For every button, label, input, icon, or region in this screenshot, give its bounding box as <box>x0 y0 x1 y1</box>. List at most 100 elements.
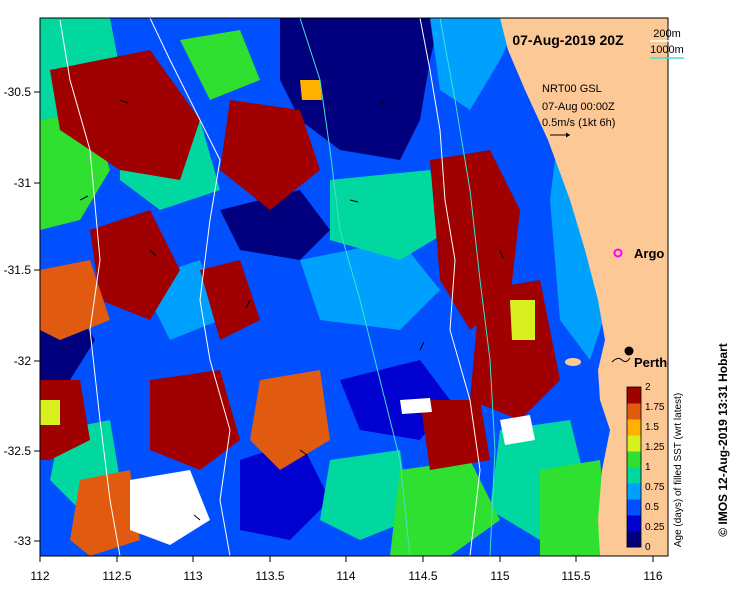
city-dot-icon <box>624 346 634 356</box>
age-patch-0d <box>340 360 450 440</box>
colorbar-tick-label: 2 <box>645 382 651 393</box>
colorbar-tick-label: 0.25 <box>645 522 665 533</box>
y-tick-label: -30.5 <box>4 85 32 99</box>
y-tick-label: -31.5 <box>4 263 32 277</box>
y-tick-label: -31 <box>14 176 32 190</box>
perth-label: Perth <box>634 355 667 370</box>
age-patch-9d <box>430 150 520 330</box>
x-tick-label: 114.5 <box>408 569 437 583</box>
x-tick-label: 112 <box>30 569 49 583</box>
perth-marker: Perth <box>611 346 667 370</box>
age-patch-0 <box>280 18 440 160</box>
age-patch-8 <box>40 260 110 340</box>
colorbar-segment <box>627 515 641 532</box>
colorbar-segment <box>627 451 641 468</box>
argo-float-icon <box>613 248 623 258</box>
imos-credit: © IMOS 12-Aug-2019 13:31 Hobart <box>716 343 730 537</box>
age-patch-9h <box>200 260 260 340</box>
arrow-icon <box>379 99 386 107</box>
age-patch-9f <box>150 370 240 470</box>
island <box>565 358 581 366</box>
x-tick-label: 115.5 <box>561 569 590 583</box>
colorbar-tick-label: 1.25 <box>645 442 665 453</box>
current-scale: 0.5m/s (1kt 6h) <box>542 117 615 129</box>
x-tick-label: 113.5 <box>255 569 284 583</box>
river-outline <box>611 357 631 363</box>
colorbar-segment <box>627 483 641 500</box>
y-axis-labels: -30.5 -31 -31.5 -32 -32.5 -33 <box>4 85 32 548</box>
contour-legend-200m: 200m <box>653 28 681 40</box>
current-vectors <box>79 99 504 521</box>
arrow-icon <box>245 299 251 309</box>
contour-1000m <box>299 18 496 556</box>
nodata-patch-b <box>500 415 535 445</box>
contour-legend-1000m: 1000m <box>650 44 684 56</box>
map-title: 07-Aug-2019 20Z <box>512 32 624 48</box>
arrow-icon <box>299 449 308 456</box>
colorbar-tick-label: 0 <box>645 542 651 553</box>
land-mass <box>500 18 668 556</box>
x-tick-label: 112.5 <box>102 569 131 583</box>
age-patch-1b <box>300 240 440 330</box>
y-tick-label: -32 <box>14 354 32 368</box>
age-patch-8b <box>250 370 330 470</box>
colorbar-segment <box>627 531 641 548</box>
colorbar-segment <box>627 499 641 516</box>
age-patch-0b <box>220 190 330 260</box>
colorbar-segment <box>627 435 641 452</box>
current-time: 07-Aug 00:00Z <box>542 101 615 113</box>
x-tick-label: 116 <box>643 569 662 583</box>
x-tick-label: 114 <box>336 569 355 583</box>
arrow-icon <box>419 341 425 351</box>
colorbar-tick-label: 1.5 <box>645 422 659 433</box>
arrow-icon <box>349 199 359 203</box>
colorbar-title: Age (days) of filled SST (wrt latest) <box>673 393 684 547</box>
age-patch-0e <box>240 440 330 540</box>
age-patch-3d <box>540 460 610 556</box>
contour-legend: 200m 1000m <box>650 28 684 59</box>
nodata-patch <box>130 470 210 545</box>
colorbar-frame <box>626 386 642 548</box>
colorbar-tick-label: 0.75 <box>645 482 665 493</box>
age-patch-7c <box>40 400 60 425</box>
current-info: NRT00 GSL 07-Aug 00:00Z 0.5m/s (1kt 6h) <box>542 83 615 138</box>
x-tick-label: 113 <box>183 569 202 583</box>
arrow-icon <box>119 99 129 104</box>
age-patch-9e <box>470 280 560 420</box>
plot-frame <box>39 17 669 557</box>
age-patch-7 <box>510 300 535 340</box>
colorbar-segment <box>627 419 641 436</box>
argo-marker: Argo <box>613 246 664 261</box>
colorbar-tick-label: 0.5 <box>645 502 659 513</box>
age-patch-9b <box>220 100 320 210</box>
age-patch-9c <box>90 210 180 320</box>
tick-marks <box>34 91 654 562</box>
colorbar-tick-label: 1.75 <box>645 402 665 413</box>
nodata-patch-c <box>400 398 432 414</box>
arrow-icon <box>149 249 157 257</box>
argo-label: Argo <box>634 246 664 261</box>
arrow-icon <box>79 195 89 201</box>
colorbar: 0 0.25 0.5 0.75 1 1.25 1.5 1.75 2 Age (days) of … <box>626 382 684 553</box>
y-tick-label: -33 <box>14 534 32 548</box>
age-patch-2b <box>330 170 450 260</box>
colorbar-tick-label: 1 <box>645 462 651 473</box>
age-patch-3c <box>180 30 260 100</box>
colorbar-segment <box>627 403 641 420</box>
current-source: NRT00 GSL <box>542 83 602 95</box>
y-tick-label: -32.5 <box>4 444 32 458</box>
arrow-icon <box>499 249 504 259</box>
arrow-icon <box>193 514 201 521</box>
age-patch-9 <box>50 50 200 180</box>
x-tick-label: 115 <box>490 569 509 583</box>
contour-200m <box>59 18 481 556</box>
colorbar-segment <box>627 387 641 404</box>
age-patch-8c <box>70 470 140 556</box>
x-axis-labels: 112 112.5 113 113.5 114 114.5 115 115.5 … <box>30 569 662 583</box>
arrow-icon <box>566 132 570 138</box>
colorbar-segment <box>627 467 641 484</box>
age-patch-2f <box>320 450 410 540</box>
sst-age-patches <box>40 18 668 556</box>
age-patch-7b <box>300 80 322 100</box>
